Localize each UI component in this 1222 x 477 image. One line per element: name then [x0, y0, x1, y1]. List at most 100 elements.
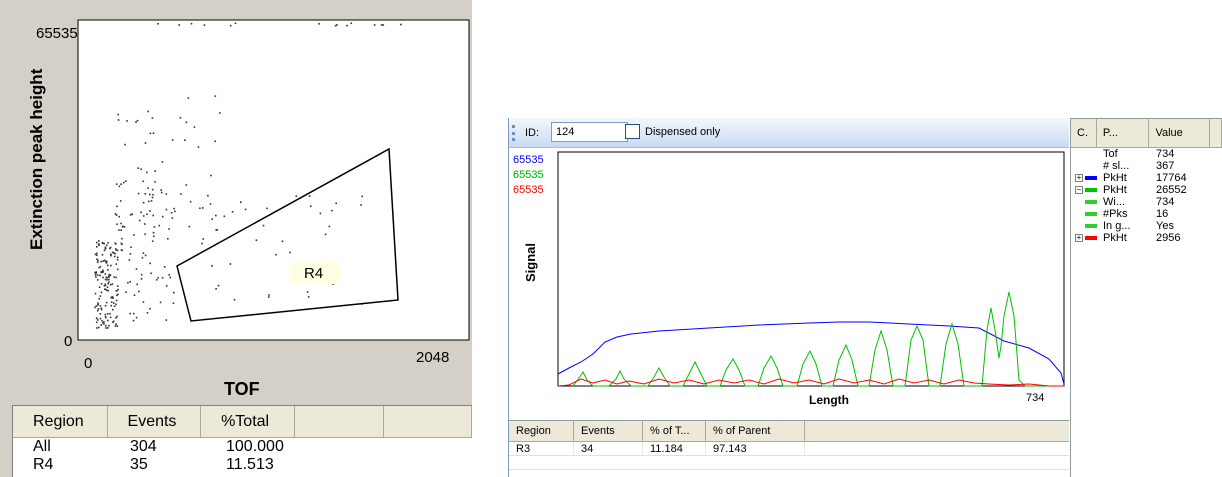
- cell-events: 304: [130, 438, 157, 455]
- scatter-point: [168, 274, 170, 276]
- property-row[interactable]: # sl... 367: [1071, 160, 1222, 172]
- scatter-point: [100, 308, 103, 311]
- column-header-events[interactable]: Events: [108, 406, 202, 437]
- scatter-point: [110, 254, 112, 257]
- scatter-point: [109, 313, 111, 315]
- scatter-point: [94, 253, 97, 256]
- property-row[interactable]: #Pks 16: [1071, 208, 1222, 220]
- scatter-point: [199, 207, 201, 210]
- scatter-point: [165, 208, 168, 211]
- channel-color-swatch: [1085, 188, 1097, 192]
- scatter-point: [154, 181, 156, 183]
- scatter-point: [100, 283, 103, 285]
- region-r4-gate[interactable]: [176, 147, 399, 322]
- scatter-point: [319, 212, 322, 215]
- region-label[interactable]: R4: [304, 265, 323, 282]
- scatter-point: [104, 316, 107, 318]
- scatter-point: [104, 273, 107, 275]
- id-input[interactable]: [551, 122, 628, 142]
- scatter-point: [125, 291, 127, 293]
- property-name: PkHt: [1103, 232, 1127, 244]
- signal-plot-area[interactable]: [557, 151, 1065, 387]
- scatter-point: [110, 296, 112, 299]
- id-label: ID:: [525, 127, 540, 139]
- scatter-point: [115, 263, 118, 265]
- property-row[interactable]: In g... Yes: [1071, 220, 1222, 232]
- scatter-point: [215, 229, 217, 231]
- scatter-point: [102, 260, 104, 262]
- scatter-point: [275, 253, 277, 256]
- scatter-point: [120, 222, 122, 225]
- column-header-c[interactable]: C.: [1071, 119, 1097, 147]
- scatter-point: [123, 181, 125, 184]
- scatter-point: [209, 203, 212, 205]
- scatter-plot[interactable]: R4 Extinction peak height 65535 0 0 2048…: [0, 0, 472, 405]
- signal-chart[interactable]: 65535 65535 65535 Signal Length 734: [509, 148, 1069, 420]
- scatter-point: [188, 225, 191, 228]
- scatter-point: [96, 319, 99, 321]
- property-value: 734: [1156, 196, 1175, 208]
- column-header-total[interactable]: %Total: [201, 406, 295, 437]
- signal-region-table: Region Events % of T... % of Parent R3 3…: [509, 420, 1069, 477]
- table-row[interactable]: All 304 100.000: [13, 438, 472, 456]
- scatter-point: [201, 242, 203, 245]
- scatter-point: [151, 117, 154, 119]
- property-value: 734: [1156, 148, 1175, 160]
- scatter-point: [108, 278, 110, 281]
- scatter-point: [140, 273, 143, 276]
- plot-area[interactable]: [77, 19, 470, 341]
- scatter-point: [167, 238, 169, 240]
- scatter-point: [214, 95, 217, 97]
- table-row[interactable]: R4 35 11.513: [13, 456, 472, 474]
- dispensed-only-label[interactable]: Dispensed only: [645, 126, 721, 138]
- column-header-region[interactable]: Region: [13, 406, 108, 437]
- scatter-point: [98, 244, 100, 246]
- scatter-point: [113, 255, 116, 258]
- scatter-point: [152, 132, 155, 134]
- column-header-p[interactable]: P...: [1097, 119, 1150, 147]
- toolbar-grip[interactable]: [512, 125, 515, 141]
- cell-events: 34: [574, 442, 643, 455]
- property-row[interactable]: Tof 734: [1071, 148, 1222, 160]
- scatter-point: [115, 299, 118, 302]
- expand-icon[interactable]: +: [1075, 233, 1083, 242]
- scatter-point: [334, 24, 337, 27]
- property-row[interactable]: + PkHt 17764: [1071, 172, 1222, 184]
- column-header-percent-total[interactable]: % of T...: [643, 421, 706, 441]
- scatter-point: [130, 246, 132, 248]
- property-row[interactable]: Wi... 734: [1071, 196, 1222, 208]
- property-name: Tof: [1103, 148, 1118, 160]
- scatter-point: [117, 285, 119, 287]
- scatter-point: [109, 253, 112, 256]
- collapse-icon[interactable]: −: [1075, 185, 1083, 194]
- y-axis-label: Extinction peak height: [27, 68, 46, 250]
- column-header-value[interactable]: Value: [1149, 119, 1211, 147]
- expand-icon[interactable]: +: [1075, 173, 1083, 182]
- scatter-point: [147, 110, 149, 113]
- dispensed-only-checkbox[interactable]: [625, 124, 640, 139]
- scatter-point: [105, 262, 108, 264]
- scatter-point: [101, 242, 104, 244]
- scatter-point: [268, 294, 270, 296]
- scatter-point: [107, 242, 109, 244]
- scatter-point: [120, 183, 122, 185]
- x-min-label: 0: [84, 355, 92, 372]
- property-row[interactable]: − PkHt 26552: [1071, 184, 1222, 196]
- scatter-point: [109, 316, 112, 319]
- scatter-point: [102, 269, 104, 272]
- column-header-percent-parent[interactable]: % of Parent: [706, 421, 805, 441]
- property-row[interactable]: + PkHt 2956: [1071, 232, 1222, 244]
- scatter-point: [135, 268, 138, 270]
- scatter-point: [132, 319, 135, 322]
- scatter-point: [112, 297, 114, 299]
- column-header-events[interactable]: Events: [574, 421, 643, 441]
- scatter-point: [240, 201, 242, 203]
- scatter-point: [120, 249, 123, 251]
- scatter-point: [153, 235, 155, 238]
- column-header-region[interactable]: Region: [509, 421, 574, 441]
- scatter-point: [110, 264, 112, 267]
- table-row[interactable]: R3 34 11.184 97.143: [509, 442, 1069, 456]
- scatter-point: [114, 252, 116, 255]
- scatter-point: [361, 195, 363, 198]
- scatter-point: [95, 305, 98, 307]
